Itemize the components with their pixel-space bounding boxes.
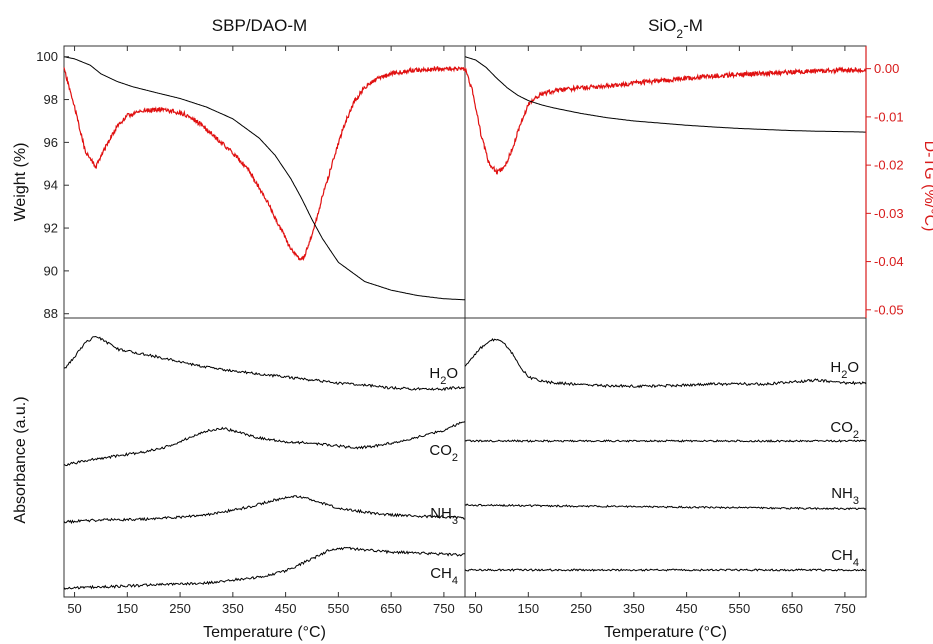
x-tick-label: 50 (468, 601, 482, 616)
gas-label: NH3 (831, 485, 859, 507)
x-tick-label: 250 (570, 601, 592, 616)
x-tick-label: 650 (781, 601, 803, 616)
weight-axis-title: Weight (%) (12, 143, 29, 222)
gas-label: CO2 (429, 442, 458, 464)
ftir-curve-ch4-sbp-dao-m (63, 546, 465, 590)
ftir-curve-ch4-sio2-m (464, 568, 867, 572)
dtg-tick-label: -0.01 (874, 109, 904, 124)
ftir-curve-nh3-sio2-m (464, 503, 867, 511)
axis-ticks (64, 46, 871, 597)
ftir-curve-co2-sbp-dao-m (63, 421, 466, 467)
ftir-curve-h2o-sbp-dao-m (63, 335, 466, 392)
text-labels: H2O CO2 NH3 CH4 H2O CO2 NH3 CH4 50 150 250 350 450 55… (12, 16, 933, 641)
gas-label: H2O (429, 365, 458, 387)
gas-label: H2O (830, 359, 859, 381)
x-axis-title: Temperature (°C) (604, 624, 727, 641)
weight-tick-label: 94 (44, 178, 58, 193)
ftir-curve-h2o-sio2-m (464, 338, 867, 389)
data-curves (63, 56, 867, 590)
dtg-tick-label: -0.05 (874, 302, 904, 317)
x-tick-label: 350 (623, 601, 645, 616)
x-tick-label: 750 (433, 601, 455, 616)
x-tick-label: 650 (380, 601, 402, 616)
weight-tick-label: 92 (44, 221, 58, 236)
ftir-curve-co2-sio2-m (464, 439, 867, 443)
weight-tick-label: 96 (44, 135, 58, 150)
dtg-axis-title: D-TG (%/°C) (921, 141, 933, 232)
x-axis-title: Temperature (°C) (203, 624, 326, 641)
dtg-tick-label: -0.04 (874, 254, 904, 269)
panel-title-sio2-m: SiO2-M (648, 16, 703, 41)
x-tick-label: 50 (67, 601, 81, 616)
gas-label: CH4 (831, 547, 859, 569)
x-tick-label: 550 (729, 601, 751, 616)
dtg-tick-label: -0.03 (874, 206, 904, 221)
x-tick-label: 450 (275, 601, 297, 616)
x-tick-label: 450 (676, 601, 698, 616)
weight-tick-label: 90 (44, 263, 58, 278)
dtg-tick-label: -0.02 (874, 158, 904, 173)
ftir-curve-nh3-sbp-dao-m (63, 495, 465, 525)
x-tick-label: 250 (169, 601, 191, 616)
gas-label: NH3 (430, 505, 458, 527)
panel-frame-left (63, 45, 466, 598)
panel-title-sbp-dao-m: SBP/DAO-M (212, 16, 307, 35)
gas-label: CH4 (430, 565, 458, 587)
weight-tick-label: 88 (44, 306, 58, 321)
x-tick-label: 150 (116, 601, 138, 616)
weight-tick-label: 100 (36, 49, 58, 64)
weight-curve-sbp-dao-m (63, 56, 466, 301)
panel-frames (63, 45, 867, 598)
x-tick-label: 550 (328, 601, 350, 616)
panel-frame-right (464, 45, 867, 598)
weight-curve-sio2-m (464, 56, 866, 133)
dtg-tick-label: 0.00 (874, 61, 899, 76)
x-tick-label: 350 (222, 601, 244, 616)
x-tick-label: 750 (834, 601, 856, 616)
gas-label: CO2 (830, 419, 859, 441)
absorbance-axis-title: Absorbance (a.u.) (12, 396, 29, 523)
x-tick-label: 150 (517, 601, 539, 616)
dtg-curve-sbp-dao-m (63, 65, 466, 262)
dtg-curve-sio2-m (464, 66, 867, 175)
weight-tick-label: 98 (44, 92, 58, 107)
